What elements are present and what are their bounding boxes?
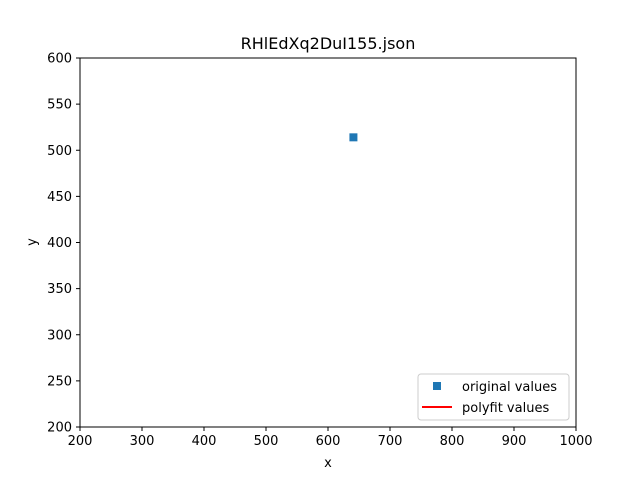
- y-axis-label: y: [25, 238, 40, 246]
- y-tick-label: 550: [47, 98, 72, 113]
- data-point-original-values: [349, 133, 358, 142]
- plot-marks: [349, 133, 358, 142]
- y-tick-label: 350: [47, 282, 72, 297]
- x-tick-label: 200: [68, 434, 93, 449]
- x-tick-label: 600: [316, 434, 341, 449]
- y-tick-label: 400: [47, 236, 72, 251]
- y-tick-label: 500: [47, 144, 72, 159]
- x-axis-ticks: 200 300 400 500 600 700 800 900 1000: [68, 427, 593, 449]
- x-tick-label: 800: [440, 434, 465, 449]
- y-tick-label: 600: [47, 52, 72, 67]
- y-tick-label: 450: [47, 190, 72, 205]
- x-tick-label: 400: [192, 434, 217, 449]
- chart-title: RHlEdXq2DuI155.json: [241, 34, 416, 53]
- x-tick-label: 1000: [559, 434, 592, 449]
- x-tick-label: 700: [378, 434, 403, 449]
- x-tick-label: 500: [254, 434, 279, 449]
- y-axis-ticks: 200 250 300 350 400 450 500 550 600: [47, 52, 80, 436]
- legend-label-original-values: original values: [462, 380, 557, 395]
- x-tick-label: 300: [130, 434, 155, 449]
- legend-box: [417, 373, 570, 421]
- legend-marker-original-values: [433, 382, 441, 390]
- legend-label-polyfit-values: polyfit values: [462, 401, 549, 416]
- y-tick-label: 250: [47, 374, 72, 389]
- x-tick-label: 900: [502, 434, 527, 449]
- y-tick-label: 200: [47, 421, 72, 436]
- plot-area-frame: [79, 57, 577, 428]
- x-axis-label: x: [324, 456, 332, 471]
- y-tick-label: 300: [47, 328, 72, 343]
- legend: original values polyfit values: [417, 373, 570, 421]
